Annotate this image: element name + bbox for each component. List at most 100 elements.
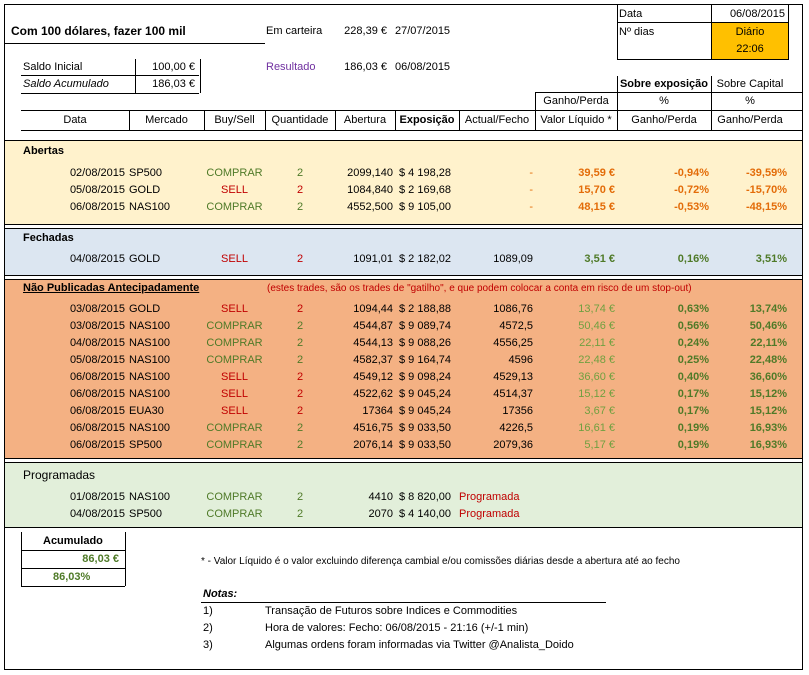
em-carteira-value: 228,39 € (344, 25, 387, 37)
cell-mercado: NAS100 (129, 422, 170, 434)
pct-capital: % (745, 95, 755, 107)
cell-data: 04/08/2015 (69, 508, 125, 520)
resultado-value: 186,03 € (344, 61, 387, 73)
diario-label: Diário (735, 26, 765, 38)
cell-exp-pct: 0,16% (677, 253, 709, 265)
nao-publicadas-table-row: 06/08/2015 NAS100 SELL 2 4522,62 $ 9 045,24 45… (5, 386, 802, 403)
cell-mercado: GOLD (129, 303, 161, 315)
cell-liquido: 3,67 € (584, 405, 615, 417)
cell-liquido: 13,74 € (578, 303, 615, 315)
col-abertura: Abertura (343, 114, 387, 126)
cell-abertura: 4549,12 (353, 371, 393, 383)
cell-exp-pct: 0,63% (677, 303, 709, 315)
cell-abertura: 4552,500 (347, 201, 393, 213)
column-header-row: Data Mercado Buy/Sell Quantidade Abertur… (5, 111, 802, 130)
pct-exposicao: % (659, 95, 669, 107)
cell-data: 06/08/2015 (69, 422, 125, 434)
cell-liquido: 39,59 € (578, 167, 615, 179)
cell-qty: 2 (296, 253, 304, 265)
cell-side: COMPRAR (206, 201, 263, 213)
cell-exposicao: $ 9 164,74 (399, 354, 451, 366)
cell-qty: 2 (296, 371, 304, 383)
cell-exposicao: $ 2 188,88 (399, 303, 451, 315)
cell-actual: 4596 (508, 354, 533, 366)
cell-cap-pct: 3,51% (755, 253, 787, 265)
cell-liquido: 50,46 € (578, 320, 615, 332)
cell-actual: - (529, 184, 533, 196)
cell-cap-pct: -48,15% (746, 201, 787, 213)
cell-mercado: SP500 (129, 167, 163, 179)
cell-actual: 17356 (502, 405, 533, 417)
cell-data: 05/08/2015 (69, 184, 125, 196)
nota-3-number: 3) (203, 639, 213, 651)
cell-abertura: 4544,87 (353, 320, 393, 332)
programadas-table-row: 04/08/2015 SP500 COMPRAR 2 2070 $ 4 140,00 Pro… (5, 506, 802, 523)
cell-qty: 2 (296, 303, 304, 315)
fechadas-table-row: 04/08/2015 GOLD SELL 2 1091,01 $ 2 182,02 1089… (5, 251, 802, 268)
nao-publicadas-table-row: 06/08/2015 NAS100 SELL 2 4549,12 $ 9 098,24 45… (5, 369, 802, 386)
cell-side: COMPRAR (206, 491, 263, 503)
cell-side: COMPRAR (206, 320, 263, 332)
cell-liquido: 3,51 € (584, 253, 615, 265)
col-actual: Actual/Fecho (464, 114, 530, 126)
saldo-inicial-value: 100,00 € (152, 61, 195, 73)
cell-exposicao: $ 9 089,74 (399, 320, 451, 332)
cell-actual: 2079,36 (493, 439, 533, 451)
cell-qty: 2 (296, 405, 304, 417)
cell-side: SELL (221, 405, 248, 417)
cell-data: 03/08/2015 (69, 303, 125, 315)
cell-abertura: 2099,140 (347, 167, 393, 179)
cell-side: COMPRAR (206, 354, 263, 366)
cell-status: Programada (459, 491, 520, 503)
col-ganho-perda-exp: Ganho/Perda (631, 114, 697, 126)
cell-abertura: 1091,01 (353, 253, 393, 265)
cell-exposicao: $ 9 098,24 (399, 371, 451, 383)
nao-publicadas-table-row: 06/08/2015 NAS100 COMPRAR 2 4516,75 $ 9 033,5… (5, 420, 802, 437)
cell-qty: 2 (296, 491, 304, 503)
cell-exposicao: $ 9 088,26 (399, 337, 451, 349)
cell-exp-pct: 0,19% (677, 439, 709, 451)
cell-qty: 2 (296, 439, 304, 451)
cell-liquido: 36,60 € (578, 371, 615, 383)
data-label: Data (619, 8, 643, 20)
col-quantidade: Quantidade (271, 114, 329, 126)
nao-publicadas-table-row: 04/08/2015 NAS100 COMPRAR 2 4544,13 $ 9 088,2… (5, 335, 802, 352)
cell-cap-pct: 22,11% (750, 337, 787, 349)
cell-cap-pct: 13,74% (749, 303, 787, 315)
cell-mercado: NAS100 (129, 388, 170, 400)
cell-abertura: 4516,75 (353, 422, 393, 434)
cell-exposicao: $ 9 105,00 (399, 201, 451, 213)
cell-mercado: SP500 (129, 508, 163, 520)
cell-side: COMPRAR (206, 439, 263, 451)
cell-cap-pct: 50,46% (749, 320, 787, 332)
cell-exposicao: $ 2 169,68 (399, 184, 451, 196)
cell-abertura: 4522,62 (353, 388, 393, 400)
cell-actual: 1086,76 (493, 303, 533, 315)
cell-abertura: 4410 (368, 491, 393, 503)
cell-exp-pct: 0,19% (677, 422, 709, 434)
cell-mercado: NAS100 (129, 491, 170, 503)
programadas-table-row: 01/08/2015 NAS100 COMPRAR 2 4410 $ 8 820,00 Pr… (5, 489, 802, 506)
cell-abertura: 1094,44 (353, 303, 393, 315)
nota-1-number: 1) (203, 605, 213, 617)
cell-side: COMPRAR (206, 422, 263, 434)
cell-liquido: 15,70 € (578, 184, 615, 196)
cell-qty: 2 (296, 337, 304, 349)
cell-cap-pct: 22,48% (749, 354, 787, 366)
nao-publicadas-table-row: 06/08/2015 EUA30 SELL 2 17364 $ 9 045,24 17356… (5, 403, 802, 420)
nao-publicadas-note: (estes trades, são os trades de "gatilho… (267, 283, 692, 294)
cell-mercado: NAS100 (129, 201, 170, 213)
cell-data: 06/08/2015 (69, 405, 125, 417)
saldo-acumulado-value: 186,03 € (152, 78, 195, 90)
cell-actual: 4529,13 (493, 371, 533, 383)
cell-cap-pct: 16,93% (749, 422, 787, 434)
spreadsheet-frame: Com 100 dólares, fazer 100 mil Em cartei… (4, 4, 803, 670)
cell-abertura: 4544,13 (353, 337, 393, 349)
cell-actual: 4572,5 (499, 320, 533, 332)
cell-mercado: NAS100 (129, 354, 170, 366)
nota-2-number: 2) (203, 622, 213, 634)
cell-data: 03/08/2015 (69, 320, 125, 332)
cell-exposicao: $ 4 198,28 (399, 167, 451, 179)
nao-publicadas-table-row: 03/08/2015 NAS100 COMPRAR 2 4544,87 $ 9 089,7… (5, 318, 802, 335)
cell-mercado: GOLD (129, 184, 161, 196)
